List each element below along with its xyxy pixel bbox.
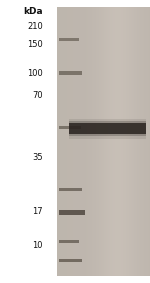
Bar bbox=[69, 119, 146, 139]
Text: 150: 150 bbox=[27, 40, 43, 49]
Text: kDa: kDa bbox=[23, 7, 43, 16]
Bar bbox=[58, 188, 82, 191]
Text: 17: 17 bbox=[32, 207, 43, 216]
Bar bbox=[58, 38, 79, 41]
Bar bbox=[69, 121, 146, 136]
Text: 10: 10 bbox=[32, 241, 43, 250]
Text: 100: 100 bbox=[27, 68, 43, 78]
Bar bbox=[69, 123, 146, 134]
Bar bbox=[58, 126, 81, 129]
Text: 35: 35 bbox=[32, 153, 43, 162]
Bar bbox=[58, 210, 85, 215]
Bar bbox=[58, 71, 82, 75]
Bar bbox=[58, 239, 79, 243]
Text: 70: 70 bbox=[32, 91, 43, 100]
Bar bbox=[58, 259, 82, 262]
Text: 210: 210 bbox=[27, 22, 43, 31]
